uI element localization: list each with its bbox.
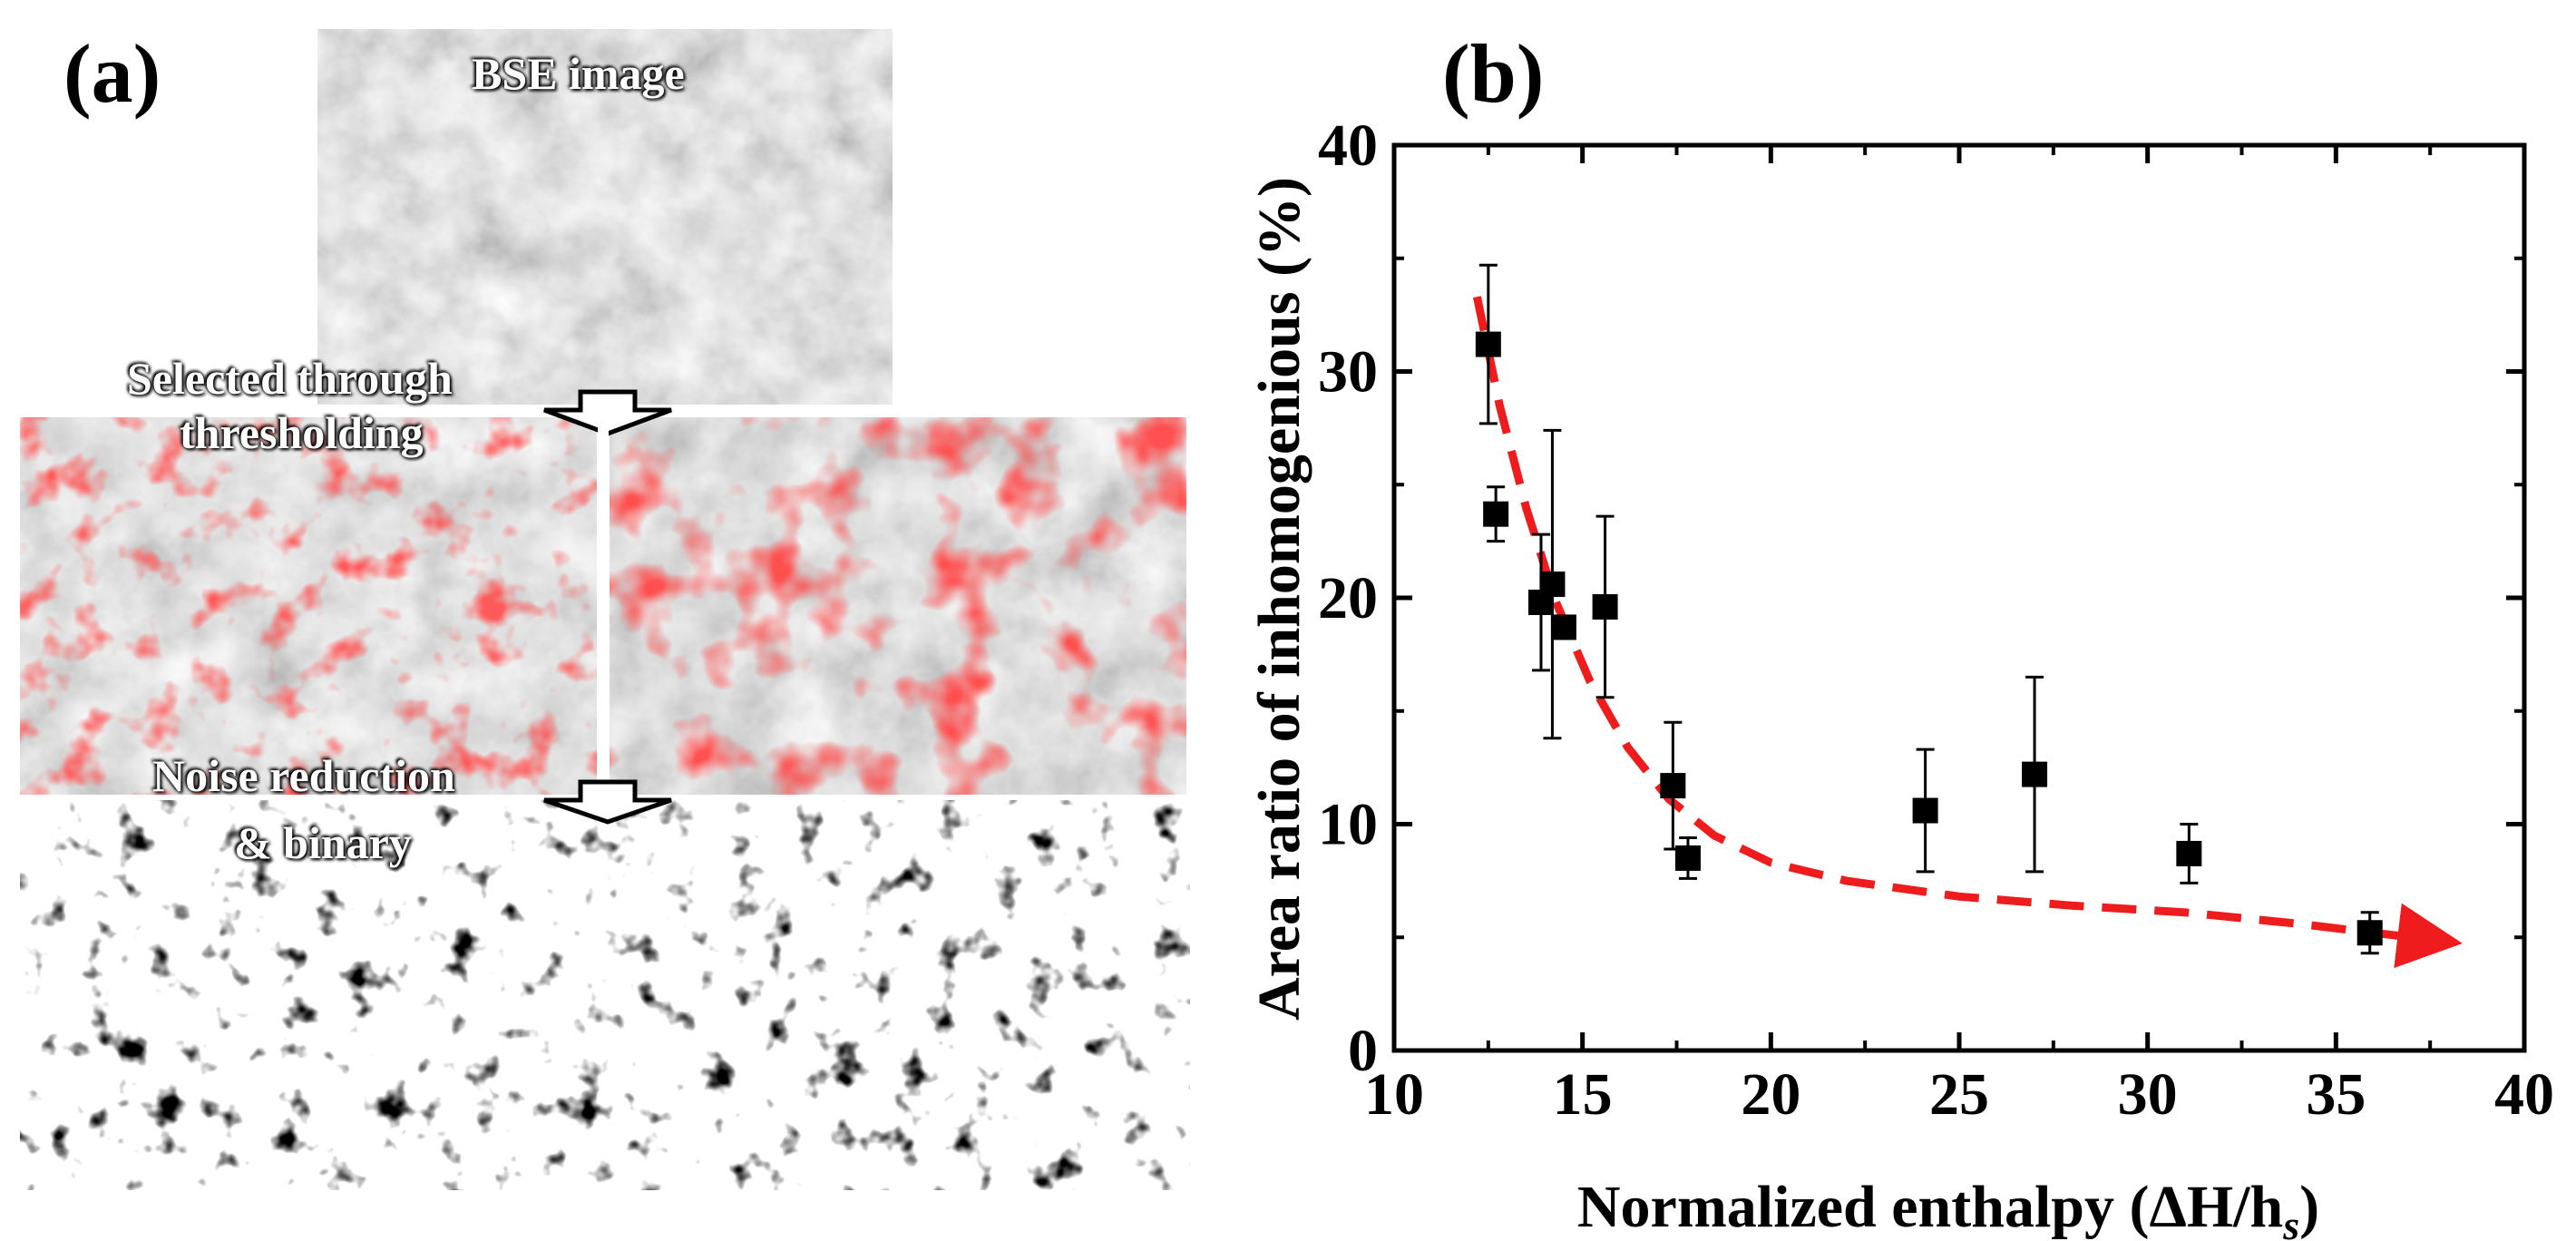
threshold-label-line1: Selected through bbox=[127, 353, 453, 404]
threshold-image-left bbox=[20, 417, 597, 795]
divider-line bbox=[598, 417, 609, 795]
x-tick-label: 25 bbox=[1929, 1061, 1989, 1128]
data-point bbox=[1475, 331, 1501, 357]
y-tick-label: 40 bbox=[1318, 112, 1378, 179]
data-point bbox=[2176, 840, 2202, 866]
data-point bbox=[2356, 920, 2383, 946]
data-point bbox=[1550, 614, 1576, 640]
threshold-label-line2: thresholding bbox=[180, 407, 424, 458]
x-tick-label: 20 bbox=[1741, 1061, 1800, 1128]
y-tick-label: 30 bbox=[1318, 339, 1378, 406]
plot-frame bbox=[1391, 142, 2527, 1053]
panel-b-label: (b) bbox=[1442, 27, 1545, 120]
down-arrow-2 bbox=[543, 779, 672, 825]
trend-dashed-arrow bbox=[1472, 296, 2463, 969]
data-point bbox=[1912, 797, 1938, 824]
x-tick-label: 35 bbox=[2306, 1061, 2366, 1128]
y-tick-label: 10 bbox=[1318, 792, 1378, 858]
panel-a-label: (a) bbox=[63, 27, 161, 120]
data-point bbox=[1592, 593, 1618, 620]
noise-label-line2: & binary bbox=[234, 817, 412, 868]
x-tick-label: 15 bbox=[1553, 1061, 1613, 1128]
bse-image bbox=[317, 29, 893, 405]
bse-image-label: BSE image bbox=[472, 48, 685, 99]
data-point bbox=[1674, 845, 1701, 871]
x-tick-label: 10 bbox=[1364, 1061, 1424, 1128]
x-tick-label: 40 bbox=[2494, 1061, 2554, 1128]
binary-image bbox=[20, 800, 1190, 1190]
threshold-image-right bbox=[610, 417, 1186, 795]
y-tick-label: 0 bbox=[1348, 1018, 1378, 1084]
x-tick-label: 30 bbox=[2118, 1061, 2178, 1128]
y-axis-label: Area ratio of inhomogenious (%) bbox=[1246, 177, 1312, 1021]
x-axis-label: Normalized enthalpy (ΔH/hs) bbox=[1577, 1174, 2319, 1241]
data-point bbox=[2022, 761, 2048, 787]
data-point bbox=[1483, 501, 1509, 527]
down-arrow-1 bbox=[543, 389, 672, 436]
noise-label-line1: Noise reduction bbox=[152, 750, 455, 801]
data-point bbox=[1539, 572, 1566, 598]
y-tick-label: 20 bbox=[1318, 565, 1378, 631]
data-point bbox=[1660, 773, 1686, 799]
